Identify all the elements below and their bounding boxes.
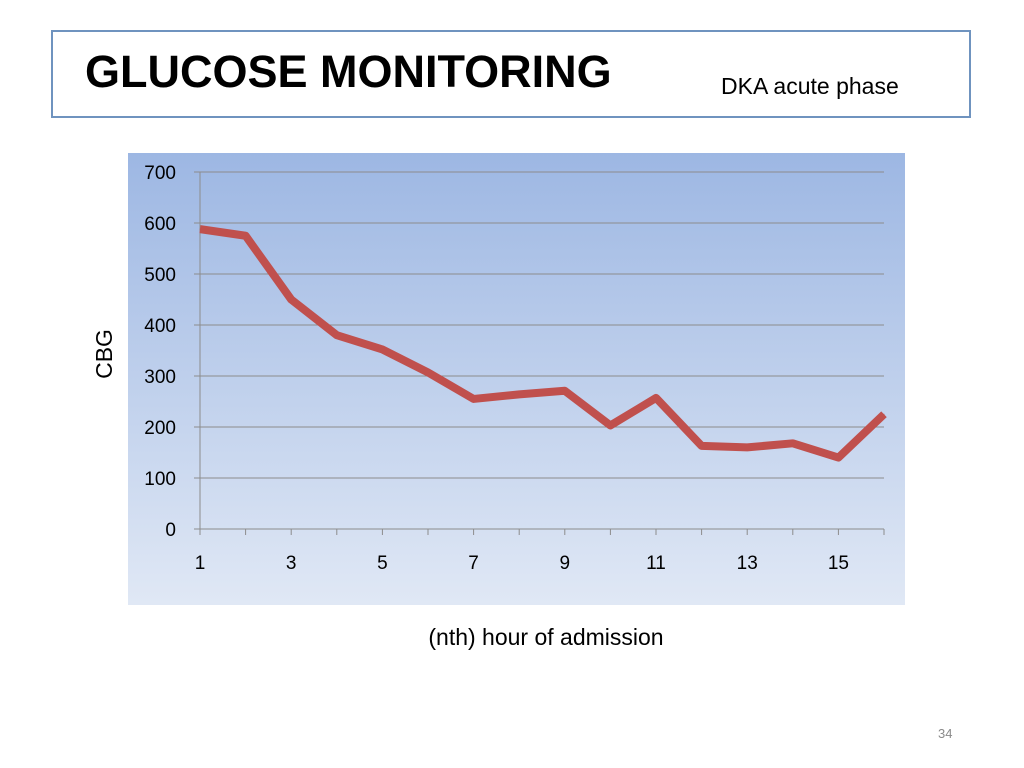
y-tick-label: 600 (144, 214, 176, 235)
y-tick-label: 300 (144, 367, 176, 388)
data-point (381, 348, 383, 350)
data-point (564, 390, 566, 392)
data-point (336, 334, 338, 336)
data-point (883, 413, 885, 415)
y-tick-label: 0 (165, 520, 176, 541)
slide-subtitle: DKA acute phase (721, 73, 899, 99)
series-line (199, 225, 887, 462)
data-point (290, 299, 292, 300)
data-point (245, 235, 247, 237)
x-tick-label: 5 (377, 553, 388, 574)
x-tick-label: 15 (828, 553, 849, 574)
data-point (792, 442, 794, 444)
plot-background (128, 153, 905, 605)
data-point (427, 371, 429, 373)
x-tick-label: 13 (737, 553, 758, 574)
y-tick-label: 500 (144, 265, 176, 286)
x-tick-label: 9 (560, 553, 571, 574)
data-point (746, 446, 748, 448)
x-axis-label: (nth) hour of admission (428, 624, 663, 650)
y-tick-label: 200 (144, 418, 176, 439)
page-number: 34 (938, 726, 953, 741)
data-point (518, 393, 520, 395)
title-box: GLUCOSE MONITORING DKA acute phase (51, 30, 971, 118)
data-point (199, 228, 201, 230)
data-point (701, 445, 703, 447)
y-tick-label: 400 (144, 316, 176, 337)
data-point (837, 457, 839, 459)
data-point (473, 398, 475, 400)
y-tick-label: 100 (144, 469, 176, 490)
y-tick-label: 700 (144, 163, 176, 184)
x-tick-label: 7 (468, 553, 479, 574)
x-tick-label: 1 (195, 553, 206, 574)
data-point (655, 397, 657, 399)
gridlines (200, 171, 884, 479)
series-layer (199, 225, 887, 462)
y-axis-label: CBG (91, 329, 117, 379)
slide-title: GLUCOSE MONITORING (85, 46, 612, 97)
x-tick-label: 3 (286, 553, 297, 574)
x-tick-label: 11 (646, 553, 666, 574)
data-point (609, 424, 611, 426)
